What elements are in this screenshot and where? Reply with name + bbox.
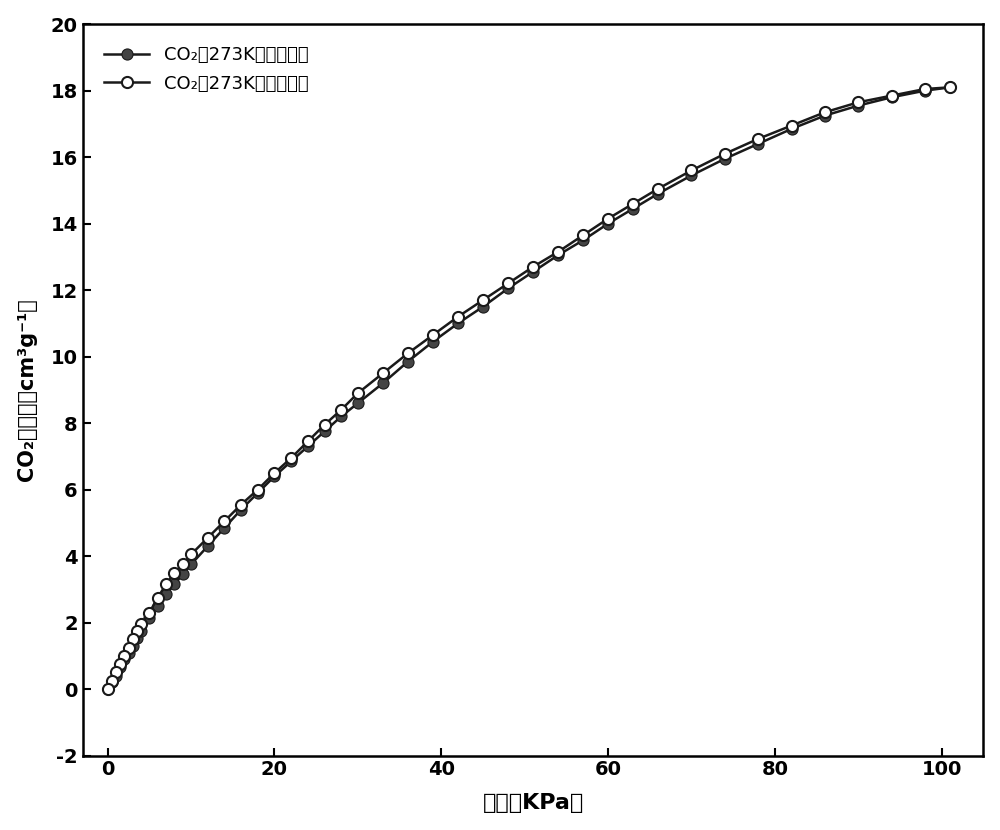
Line: CO₂在273K下的解吸量: CO₂在273K下的解吸量 [102, 82, 956, 695]
CO₂在273K下的吸附量 [252, 488, 264, 498]
CO₂在273K下的解吸量 [127, 634, 139, 644]
CO₂在273K下的解吸量 [235, 500, 247, 510]
CO₂在273K下的解吸量 [114, 659, 126, 669]
CO₂在273K下的解吸量 [852, 97, 864, 107]
CO₂在273K下的吸附量 [719, 154, 731, 164]
CO₂在273K下的解吸量 [131, 626, 143, 636]
CO₂在273K下的解吸量 [627, 198, 639, 208]
CO₂在273K下的吸附量 [235, 505, 247, 515]
CO₂在273K下的吸附量 [335, 412, 347, 422]
CO₂在273K下的解吸量 [106, 676, 118, 686]
CO₂在273K下的吸附量 [285, 457, 297, 466]
CO₂在273K下的吸附量 [268, 471, 280, 481]
CO₂在273K下的吸附量 [127, 641, 139, 651]
CO₂在273K下的吸附量 [123, 647, 135, 657]
X-axis label: 压力（KPa）: 压力（KPa） [482, 793, 584, 813]
CO₂在273K下的吸附量 [168, 579, 180, 589]
CO₂在273K下的解吸量 [552, 247, 564, 256]
CO₂在273K下的吸附量 [177, 569, 189, 579]
CO₂在273K下的吸附量 [114, 662, 126, 672]
CO₂在273K下的吸附量 [402, 357, 414, 367]
CO₂在273K下的解吸量 [135, 619, 147, 629]
CO₂在273K下的解吸量 [152, 593, 164, 603]
CO₂在273K下的吸附量 [185, 559, 197, 569]
CO₂在273K下的解吸量 [160, 579, 172, 589]
CO₂在273K下的吸附量 [552, 251, 564, 261]
CO₂在273K下的解吸量 [302, 437, 314, 447]
CO₂在273K下的解吸量 [218, 516, 230, 526]
CO₂在273K下的解吸量 [685, 165, 697, 175]
CO₂在273K下的吸附量 [427, 337, 439, 347]
Y-axis label: CO₂吸附量（cm³g⁻¹）: CO₂吸附量（cm³g⁻¹） [17, 299, 37, 481]
CO₂在273K下的吸附量 [352, 398, 364, 408]
CO₂在273K下的解吸量 [652, 183, 664, 193]
CO₂在273K下的解吸量 [118, 651, 130, 661]
CO₂在273K下的吸附量 [118, 654, 130, 664]
CO₂在273K下的解吸量 [752, 134, 764, 144]
CO₂在273K下的吸附量 [752, 139, 764, 149]
CO₂在273K下的吸附量 [886, 92, 898, 102]
CO₂在273K下的解吸量 [502, 279, 514, 289]
CO₂在273K下的解吸量 [477, 295, 489, 305]
CO₂在273K下的解吸量 [268, 468, 280, 478]
CO₂在273K下的解吸量 [602, 213, 614, 223]
CO₂在273K下的吸附量 [502, 284, 514, 294]
Legend: CO₂在273K下的吸附量, CO₂在273K下的解吸量: CO₂在273K下的吸附量, CO₂在273K下的解吸量 [97, 39, 316, 100]
CO₂在273K下的吸附量 [685, 170, 697, 180]
CO₂在273K下的解吸量 [168, 568, 180, 578]
CO₂在273K下的吸附量 [819, 110, 831, 120]
CO₂在273K下的解吸量 [527, 262, 539, 272]
CO₂在273K下的解吸量 [919, 84, 931, 94]
CO₂在273K下的解吸量 [335, 405, 347, 415]
CO₂在273K下的解吸量 [352, 388, 364, 398]
Line: CO₂在273K下的吸附量: CO₂在273K下的吸附量 [102, 82, 956, 695]
CO₂在273K下的吸附量 [452, 319, 464, 329]
CO₂在273K下的吸附量 [477, 302, 489, 312]
CO₂在273K下的解吸量 [452, 312, 464, 322]
CO₂在273K下的解吸量 [377, 369, 389, 378]
CO₂在273K下的解吸量 [252, 485, 264, 495]
CO₂在273K下的吸附量 [218, 523, 230, 533]
CO₂在273K下的吸附量 [131, 632, 143, 642]
CO₂在273K下的吸附量 [160, 589, 172, 599]
CO₂在273K下的吸附量 [152, 601, 164, 611]
CO₂在273K下的吸附量 [852, 100, 864, 110]
CO₂在273K下的解吸量 [143, 608, 155, 618]
CO₂在273K下的吸附量 [319, 427, 331, 437]
CO₂在273K下的吸附量 [102, 684, 114, 694]
CO₂在273K下的解吸量 [427, 330, 439, 340]
CO₂在273K下的吸附量 [110, 671, 122, 681]
CO₂在273K下的吸附量 [143, 613, 155, 622]
CO₂在273K下的吸附量 [786, 124, 798, 134]
CO₂在273K下的解吸量 [123, 642, 135, 652]
CO₂在273K下的吸附量 [652, 188, 664, 198]
CO₂在273K下的吸附量 [106, 677, 118, 687]
CO₂在273K下的解吸量 [177, 559, 189, 569]
CO₂在273K下的吸附量 [202, 541, 214, 551]
CO₂在273K下的解吸量 [402, 349, 414, 359]
CO₂在273K下的解吸量 [102, 684, 114, 694]
CO₂在273K下的解吸量 [719, 149, 731, 159]
CO₂在273K下的解吸量 [185, 549, 197, 559]
CO₂在273K下的解吸量 [786, 120, 798, 130]
CO₂在273K下的吸附量 [577, 235, 589, 245]
CO₂在273K下的解吸量 [110, 667, 122, 677]
CO₂在273K下的吸附量 [602, 218, 614, 228]
CO₂在273K下的吸附量 [944, 82, 956, 92]
CO₂在273K下的吸附量 [627, 203, 639, 213]
CO₂在273K下的解吸量 [577, 230, 589, 240]
CO₂在273K下的解吸量 [319, 420, 331, 430]
CO₂在273K下的解吸量 [202, 533, 214, 543]
CO₂在273K下的解吸量 [944, 82, 956, 92]
CO₂在273K下的吸附量 [527, 267, 539, 277]
CO₂在273K下的吸附量 [135, 626, 147, 636]
CO₂在273K下的吸附量 [302, 442, 314, 452]
CO₂在273K下的解吸量 [285, 453, 297, 463]
CO₂在273K下的吸附量 [919, 85, 931, 95]
CO₂在273K下的解吸量 [819, 107, 831, 117]
CO₂在273K下的吸附量 [377, 378, 389, 388]
CO₂在273K下的解吸量 [886, 90, 898, 100]
